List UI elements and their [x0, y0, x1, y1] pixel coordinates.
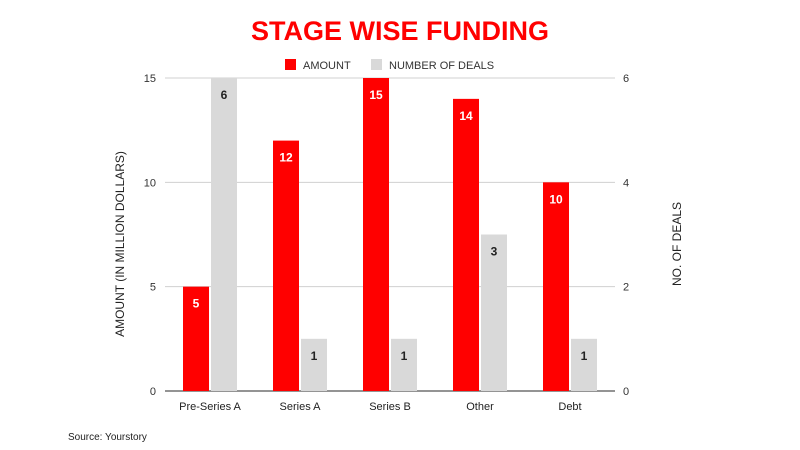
bars: 5 6 12 1 15 1 14 3 10 1: [183, 78, 597, 391]
data-label-amount: 5: [193, 297, 200, 311]
bar-amount: [363, 78, 389, 391]
source-note: Source: Yourstory: [68, 432, 147, 443]
chart-title: STAGE WISE FUNDING: [251, 16, 549, 46]
legend-label-number-of-deals: NUMBER OF DEALS: [389, 60, 494, 72]
bar-number-of-deals: [211, 78, 237, 391]
right-tick-label: 4: [623, 177, 629, 189]
left-tick-label: 0: [150, 386, 156, 398]
bar-number-of-deals: [391, 338, 417, 391]
left-tick-label: 15: [144, 73, 156, 85]
data-label-deals: 6: [221, 88, 228, 102]
data-label-deals: 1: [311, 349, 318, 363]
legend: AMOUNT NUMBER OF DEALS: [285, 59, 494, 72]
right-tick-label: 6: [623, 73, 629, 85]
left-axis-ticks: 0 5 10 15: [144, 73, 156, 398]
left-tick-label: 10: [144, 177, 156, 189]
y-axis-title: AMOUNT (IN MILLION DOLLARS): [113, 151, 127, 337]
category-label: Pre-Series A: [179, 401, 241, 413]
category-labels: Pre-Series A Series A Series B Other Debt: [179, 401, 582, 413]
legend-label-amount: AMOUNT: [303, 60, 351, 72]
bar-number-of-deals: [301, 338, 327, 391]
legend-swatch-amount: [285, 59, 296, 70]
legend-swatch-number-of-deals: [371, 59, 382, 70]
category-label: Other: [466, 401, 494, 413]
data-label-deals: 1: [401, 349, 408, 363]
bar-number-of-deals: [481, 234, 507, 391]
data-label-deals: 3: [491, 245, 498, 259]
gridlines: [165, 77, 615, 392]
y2-axis-title: NO. OF DEALS: [670, 202, 684, 286]
bar-amount: [183, 286, 209, 391]
data-label-deals: 1: [581, 349, 588, 363]
category-label: Series A: [280, 401, 322, 413]
left-tick-label: 5: [150, 282, 156, 294]
right-tick-label: 2: [623, 282, 629, 294]
bar-amount: [453, 98, 479, 391]
data-label-amount: 10: [549, 192, 563, 206]
right-tick-label: 0: [623, 386, 629, 398]
category-label: Debt: [558, 401, 581, 413]
category-label: Series B: [369, 401, 411, 413]
bar-number-of-deals: [571, 338, 597, 391]
bar-amount: [273, 140, 299, 391]
bar-amount: [543, 182, 569, 391]
data-label-amount: 12: [279, 151, 293, 165]
data-label-amount: 14: [459, 109, 473, 123]
data-label-amount: 15: [369, 88, 383, 102]
right-axis-ticks: 0 2 4 6: [623, 73, 629, 398]
